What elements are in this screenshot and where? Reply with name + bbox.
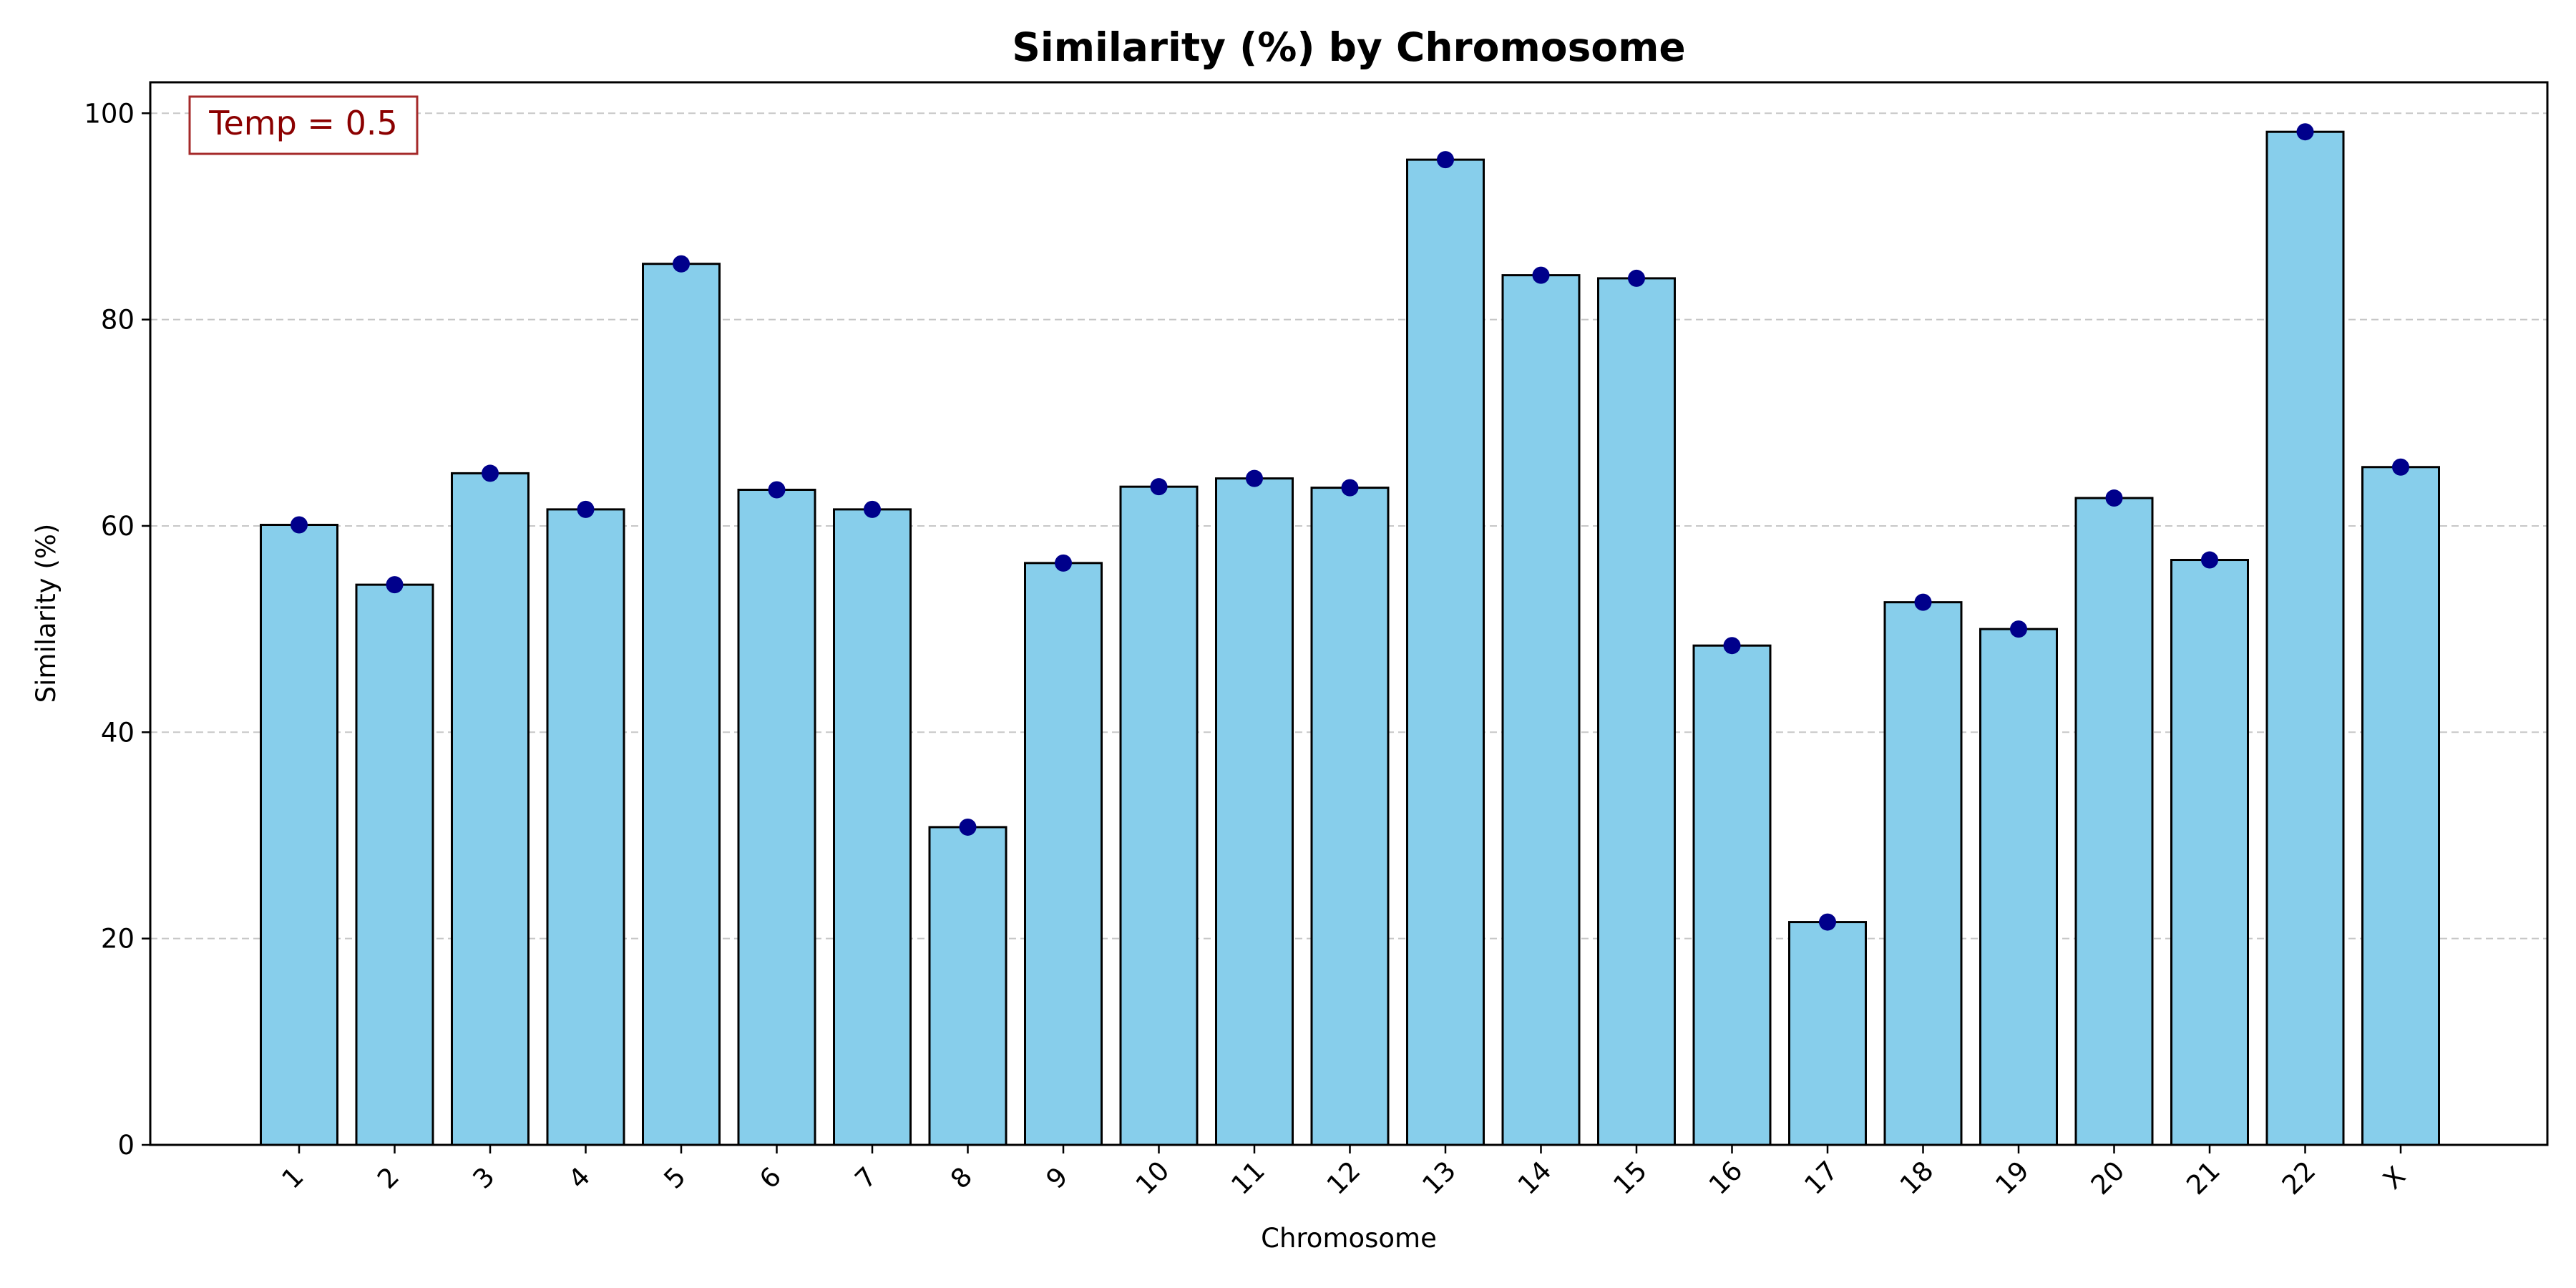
marker-chromosome-13 (1437, 151, 1454, 169)
y-axis-ticks: 0 20 40 60 80 100 (84, 98, 150, 1161)
chart-title: Similarity (%) by Chromosome (1012, 24, 1685, 70)
bar-chromosome-15 (1597, 277, 1676, 1146)
bar-chromosome-5 (642, 263, 721, 1146)
marker-chromosome-X (2392, 458, 2409, 476)
bar-chromosome-8 (928, 826, 1008, 1146)
annotation-box (188, 95, 419, 155)
marker-chromosome-12 (1341, 479, 1359, 497)
marker-chromosome-6 (768, 481, 786, 499)
marker-chromosome-3 (482, 464, 499, 482)
bar-chromosome-12 (1310, 487, 1390, 1146)
marker-chromosome-15 (1628, 269, 1645, 287)
markers (291, 123, 2409, 931)
marker-chromosome-21 (2201, 551, 2218, 569)
bar-chromosome-10 (1119, 485, 1199, 1146)
marker-chromosome-4 (577, 500, 595, 518)
bar-chromosome-13 (1406, 158, 1485, 1146)
bar-chromosome-X (2361, 466, 2440, 1146)
marker-chromosome-9 (1055, 554, 1072, 572)
marker-chromosome-2 (386, 576, 404, 594)
y-tick-label: 100 (84, 98, 135, 129)
marker-chromosome-20 (2105, 489, 2123, 507)
y-tick-label: 0 (117, 1130, 135, 1161)
bar-chromosome-1 (260, 524, 338, 1146)
y-tick-label: 40 (101, 717, 135, 748)
y-axis-label: Similarity (%) (31, 524, 62, 703)
bar-chromosome-17 (1788, 921, 1867, 1146)
bar-chromosome-4 (546, 508, 625, 1146)
y-tick-label: 60 (101, 511, 135, 542)
annotation-text: Temp = 0.5 (208, 104, 398, 142)
bar-chromosome-3 (451, 472, 530, 1146)
bar-chromosome-18 (1883, 601, 1963, 1146)
marker-chromosome-22 (2296, 123, 2314, 141)
bar-chromosome-16 (1692, 644, 1772, 1146)
bar-chromosome-19 (1979, 628, 2058, 1146)
bar-chromosome-7 (833, 508, 912, 1146)
marker-chromosome-17 (1819, 913, 1836, 931)
bar-chromosome-14 (1501, 274, 1581, 1146)
bar-chromosome-22 (2265, 130, 2345, 1146)
marker-chromosome-7 (864, 500, 881, 518)
y-tick-label: 20 (101, 924, 135, 955)
bar-chromosome-21 (2170, 559, 2249, 1146)
marker-chromosome-1 (291, 516, 308, 534)
bar-chromosome-2 (355, 583, 434, 1146)
marker-chromosome-11 (1246, 469, 1263, 487)
marker-chromosome-8 (959, 818, 977, 836)
x-axis-label: Chromosome (1261, 1223, 1437, 1254)
temperature-annotation: Temp = 0.5 (188, 95, 419, 155)
bar-chromosome-20 (2074, 497, 2154, 1146)
marker-chromosome-14 (1532, 266, 1550, 284)
marker-chromosome-5 (673, 255, 690, 273)
bars (260, 130, 2440, 1146)
bar-chromosome-9 (1024, 562, 1103, 1146)
bar-chromosome-6 (737, 488, 816, 1146)
marker-chromosome-16 (1723, 637, 1741, 655)
bar-chromosome-11 (1215, 477, 1294, 1146)
marker-chromosome-18 (1914, 593, 1932, 611)
plot-frame (149, 81, 2549, 1146)
marker-chromosome-19 (2010, 620, 2027, 638)
y-tick-label: 80 (101, 305, 135, 336)
marker-chromosome-10 (1150, 478, 1168, 496)
